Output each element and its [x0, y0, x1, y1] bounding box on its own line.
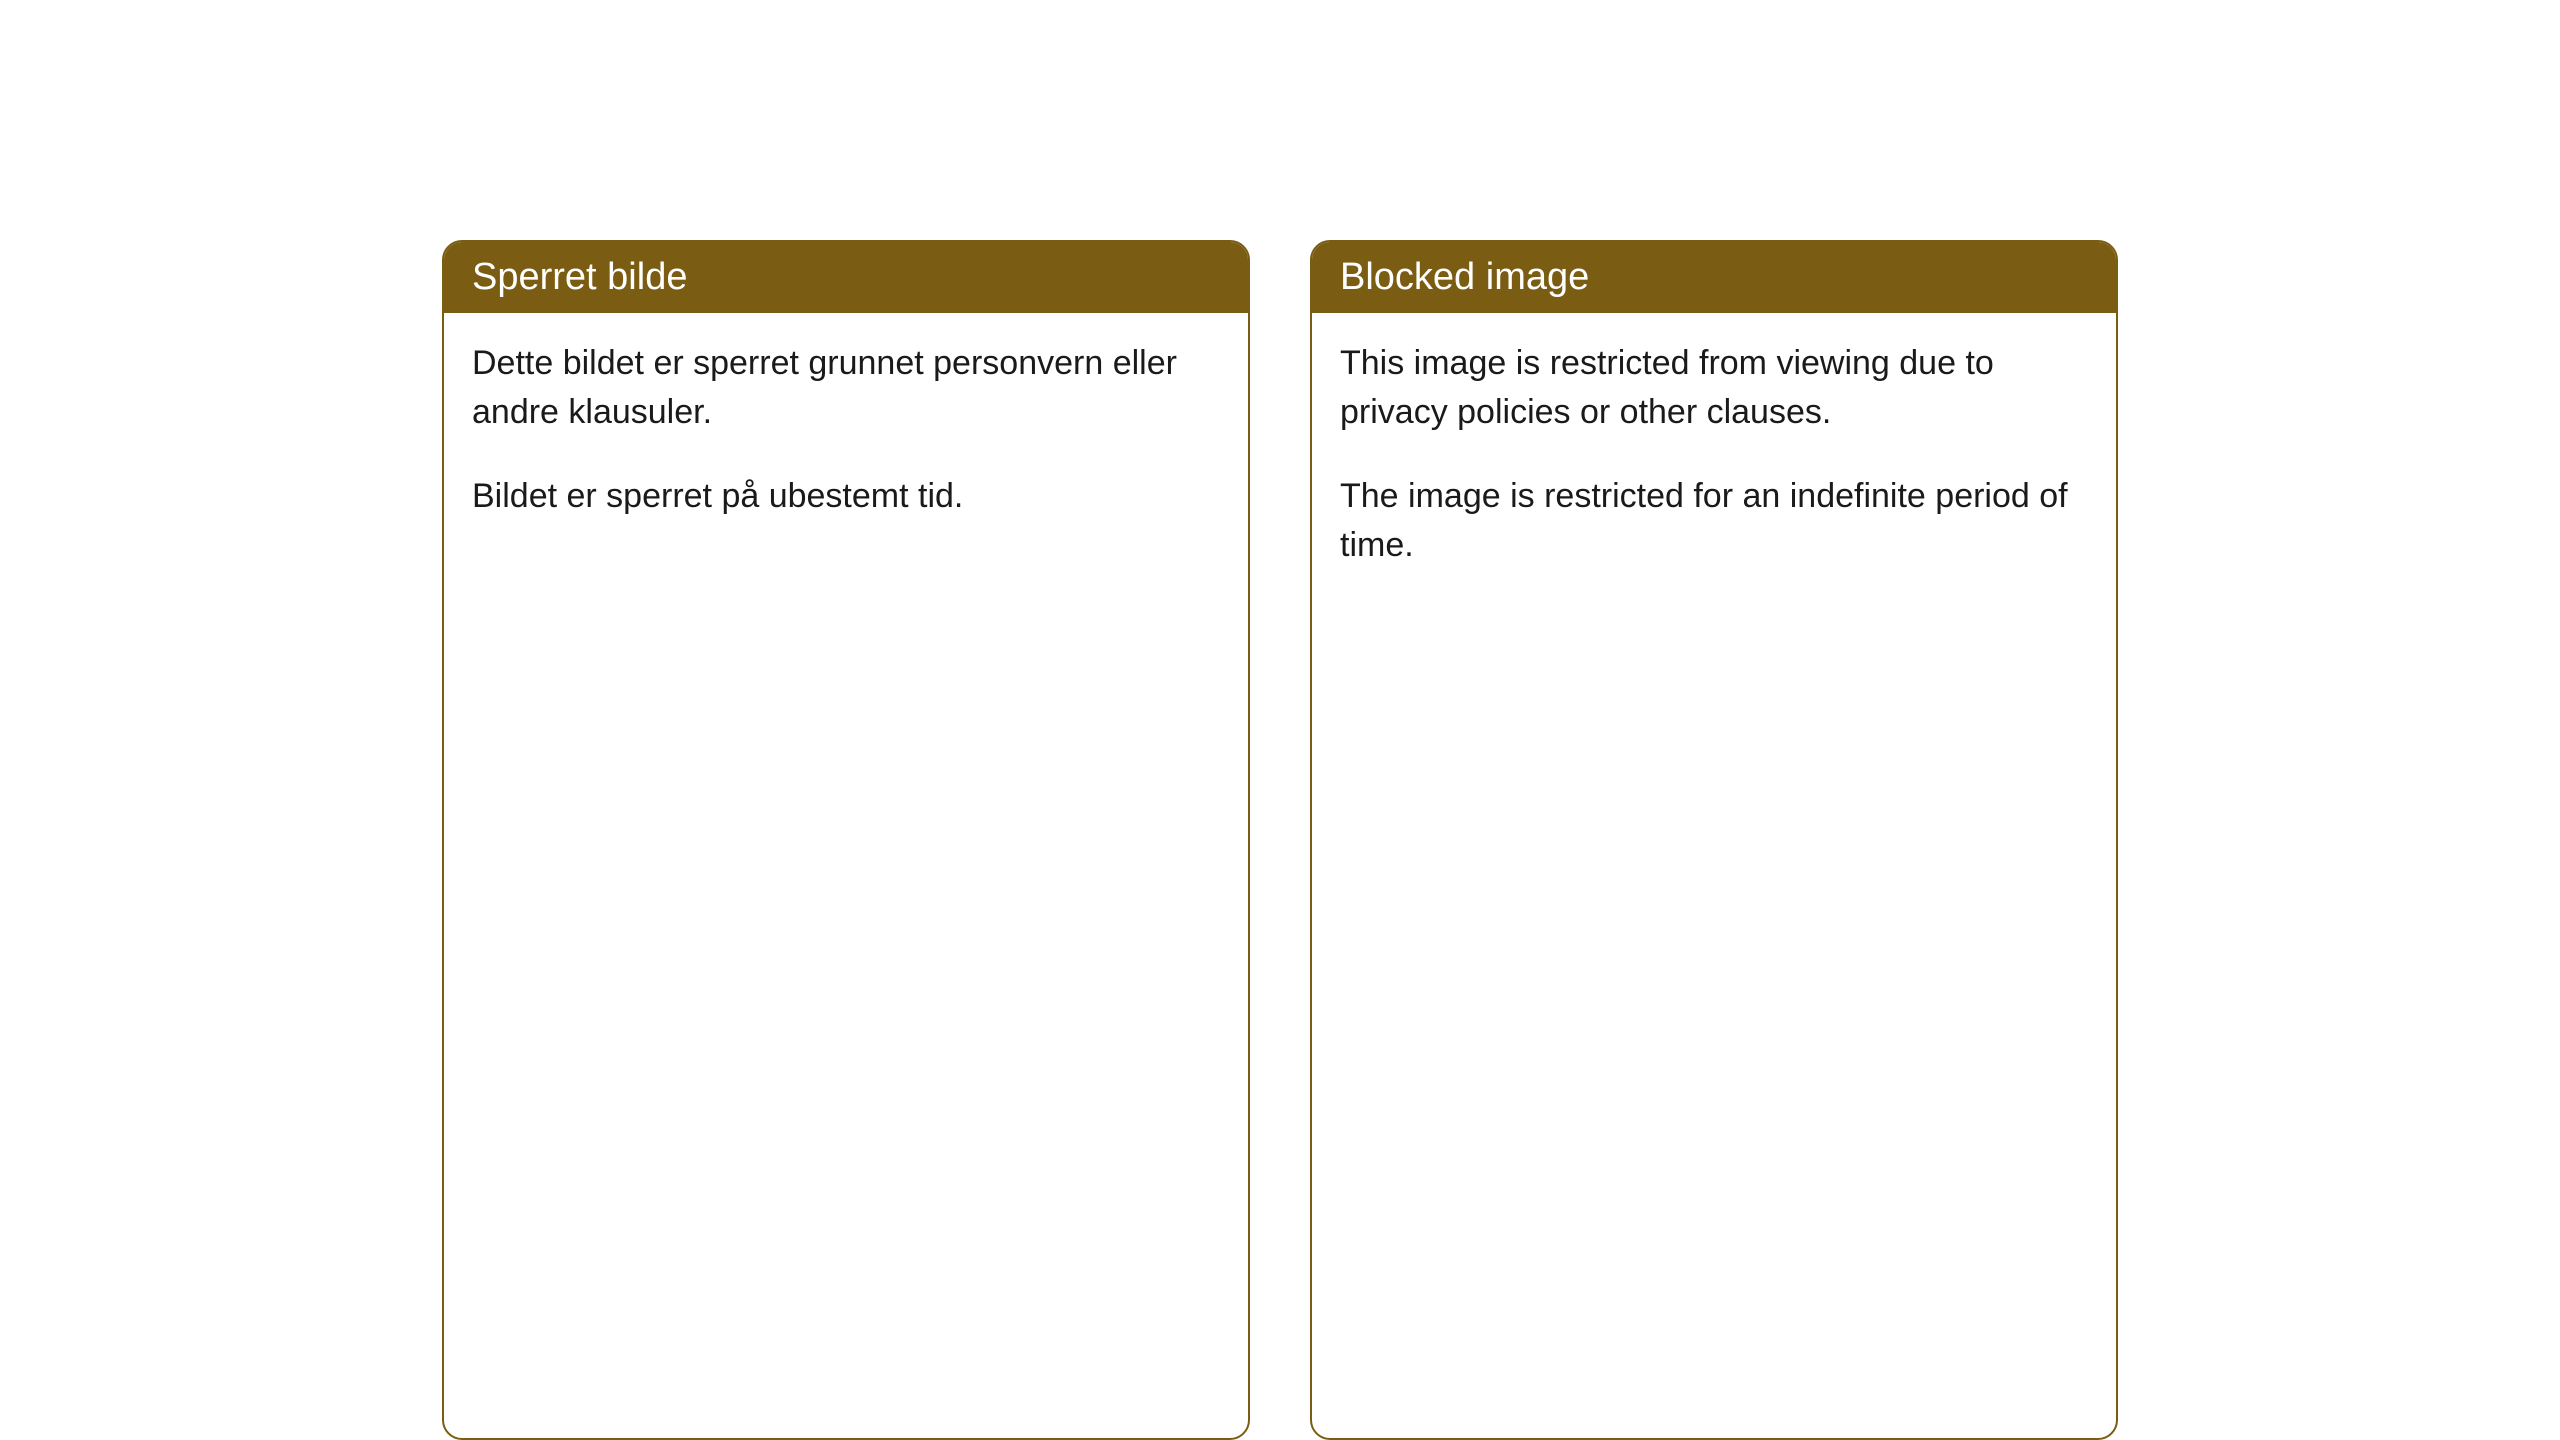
- card-header: Blocked image: [1312, 242, 2116, 313]
- card-paragraph: Dette bildet er sperret grunnet personve…: [472, 339, 1220, 438]
- card-paragraph: Bildet er sperret på ubestemt tid.: [472, 472, 1220, 521]
- card-paragraph: This image is restricted from viewing du…: [1340, 339, 2088, 438]
- notice-cards-container: Sperret bilde Dette bildet er sperret gr…: [442, 240, 2118, 1440]
- card-header: Sperret bilde: [444, 242, 1248, 313]
- card-paragraph: The image is restricted for an indefinit…: [1340, 472, 2088, 571]
- notice-card-norwegian: Sperret bilde Dette bildet er sperret gr…: [442, 240, 1250, 1440]
- card-body: Dette bildet er sperret grunnet personve…: [444, 313, 1248, 569]
- card-body: This image is restricted from viewing du…: [1312, 313, 2116, 618]
- card-title: Sperret bilde: [472, 256, 687, 298]
- notice-card-english: Blocked image This image is restricted f…: [1310, 240, 2118, 1440]
- card-title: Blocked image: [1340, 256, 1589, 298]
